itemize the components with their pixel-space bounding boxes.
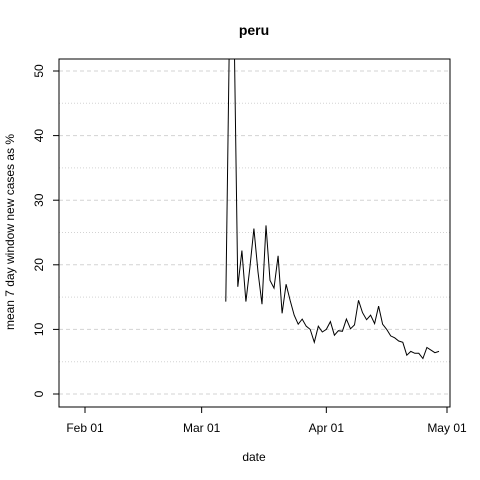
y-tick-label: 40 — [32, 129, 46, 143]
y-tick-label: 30 — [32, 193, 46, 207]
series-line-peru — [225, 59, 440, 360]
plot-frame — [58, 58, 451, 408]
plot-area — [225, 59, 440, 360]
x-tick-label: May 01 — [427, 421, 467, 435]
y-axis-label: mean 7 day window new cases as % — [3, 134, 17, 330]
x-tick-label: Mar 01 — [183, 421, 221, 435]
x-tick-label: Apr 01 — [309, 421, 345, 435]
y-tick-label: 10 — [32, 322, 46, 336]
y-tick-label: 50 — [32, 64, 46, 78]
x-tick-label: Feb 01 — [66, 421, 104, 435]
chart-title: peru — [239, 22, 269, 38]
grid-lines — [59, 70, 450, 395]
y-tick-label: 0 — [32, 390, 46, 397]
axes: 0 10 20 30 40 50 Feb 01 Mar 01 Apr 01 May 01 — [32, 64, 467, 435]
y-tick-label: 20 — [32, 258, 46, 272]
x-axis-label: date — [242, 450, 266, 464]
